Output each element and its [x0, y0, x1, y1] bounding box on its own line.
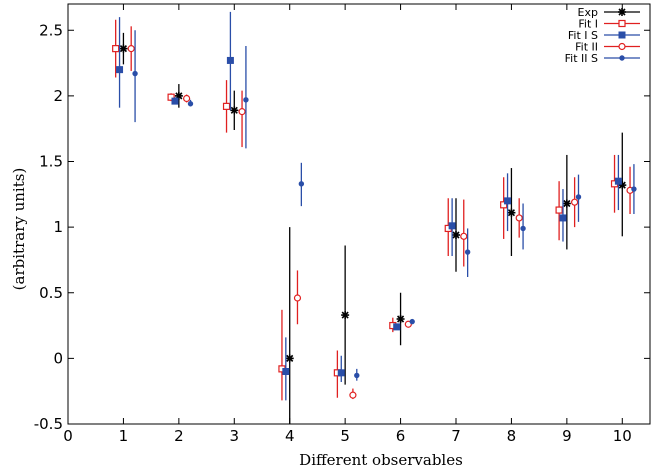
data-point: [171, 97, 179, 105]
data-point: [285, 354, 294, 363]
data-point: [116, 66, 124, 74]
series-group: [112, 11, 637, 424]
data-point: [520, 225, 526, 232]
y-tick-label: 0: [53, 349, 63, 367]
x-tick-label: 3: [230, 427, 240, 445]
x-tick-label: 4: [285, 427, 295, 445]
data-point: [112, 45, 120, 53]
legend-label: Fit II: [575, 41, 598, 54]
x-tick-label: 6: [396, 427, 406, 445]
data-point: [393, 323, 401, 331]
x-tick-label: 5: [340, 427, 350, 445]
data-point: [396, 315, 405, 323]
data-point: [448, 222, 456, 230]
data-point: [409, 318, 415, 325]
data-point: [226, 56, 234, 64]
data-point: [337, 369, 345, 377]
data-point: [515, 214, 523, 222]
data-point: [464, 249, 471, 255]
tick-labels-group: 0 1 2 3 4 5 6 7 8 9 10-0.500.511.522.5: [34, 21, 632, 445]
data-point: [119, 44, 128, 53]
x-axis-title: Different observables: [299, 451, 463, 469]
plot-frame: [67, 3, 651, 425]
x-tick-label: 1: [119, 427, 129, 445]
data-point: [132, 70, 138, 77]
data-point: [127, 45, 135, 53]
data-point: [183, 94, 191, 103]
legend-marker: [618, 8, 626, 16]
x-tick-label: 2: [174, 427, 184, 445]
data-point: [222, 102, 231, 110]
legend-marker: [618, 19, 626, 28]
data-point: [452, 231, 460, 239]
x-tick-label: 7: [451, 427, 461, 445]
legend-marker: [619, 55, 625, 61]
data-point: [555, 206, 563, 214]
y-tick-label: 0.5: [39, 284, 63, 302]
y-tick-label: 1: [53, 218, 63, 236]
data-point: [293, 294, 302, 302]
data-point: [614, 177, 622, 185]
data-point: [282, 368, 290, 375]
data-point: [631, 186, 637, 192]
x-tick-label: 10: [613, 427, 632, 445]
legend-label: Fit I: [578, 18, 598, 31]
legend-label: Fit II S: [565, 52, 598, 65]
y-axis-title: (arbitrary units): [10, 168, 28, 291]
data-point: [167, 93, 175, 101]
series-fit-ii-s: [132, 30, 637, 381]
x-tick-label: 0: [63, 427, 73, 445]
series-fit-i: [112, 19, 619, 401]
data-point: [298, 181, 305, 187]
data-point: [562, 199, 571, 208]
data-point: [460, 232, 468, 240]
legend-label: Exp: [578, 6, 598, 19]
legend-marker: [618, 31, 626, 39]
x-tick-label: 9: [562, 427, 572, 445]
series-exp: [119, 32, 627, 424]
data-point: [230, 106, 239, 115]
data-point: [243, 97, 249, 103]
data-point: [504, 197, 512, 205]
data-point: [187, 101, 194, 107]
x-tick-label: 8: [507, 427, 517, 445]
data-point: [341, 311, 350, 320]
series-fit-i-s: [116, 11, 622, 401]
y-tick-label: -0.5: [34, 415, 63, 433]
data-point: [354, 372, 360, 379]
data-point: [571, 198, 579, 206]
data-point: [238, 108, 246, 116]
y-tick-label: 1.5: [39, 153, 63, 171]
legend-marker: [618, 42, 626, 51]
data-point: [559, 214, 567, 222]
legend-label: Fit I S: [568, 29, 598, 42]
axes-group: [67, 3, 651, 425]
data-point: [507, 208, 516, 217]
data-point: [575, 194, 582, 200]
data-point: [349, 391, 357, 399]
data-point: [500, 201, 508, 209]
y-tick-label: 2: [53, 87, 63, 105]
y-tick-label: 2.5: [39, 21, 63, 39]
